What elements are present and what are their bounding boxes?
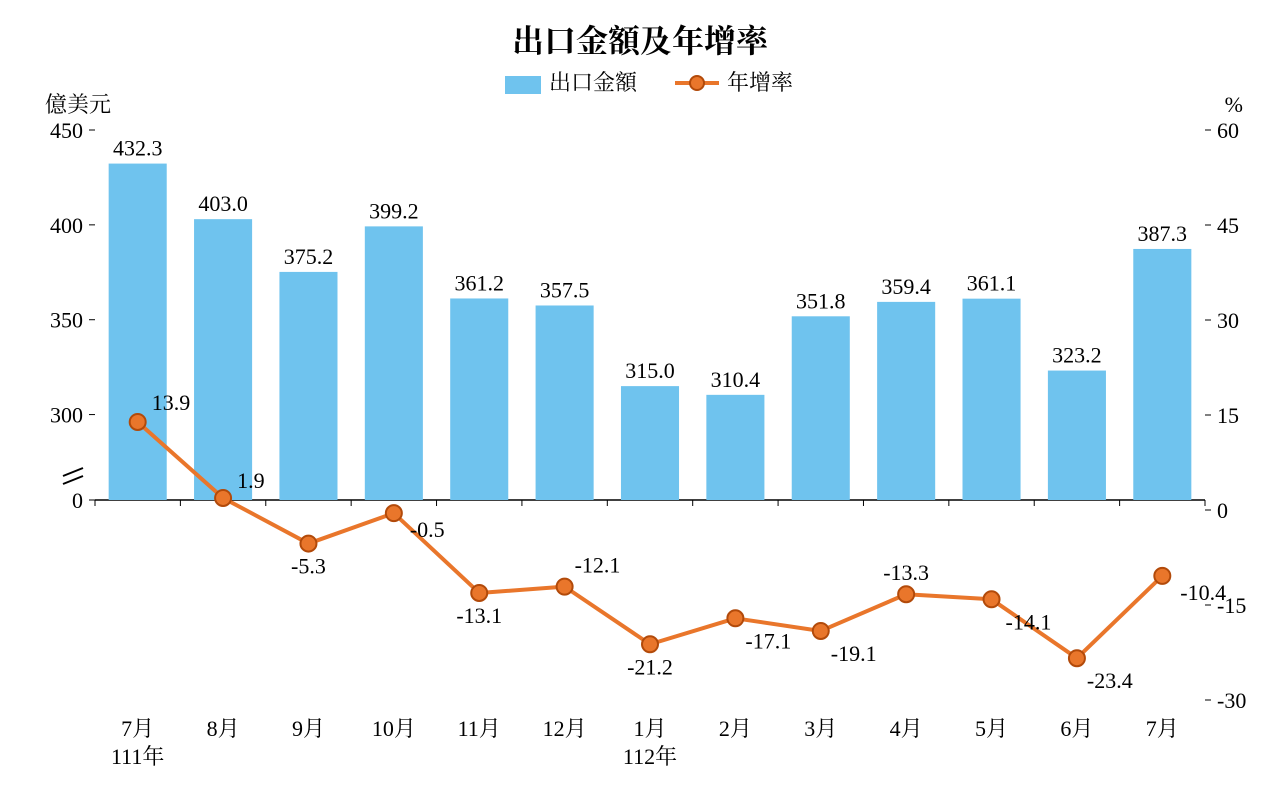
bar (1048, 371, 1106, 500)
line-marker (898, 586, 914, 602)
x-category-label: 5月 (975, 716, 1008, 741)
bar (109, 164, 167, 500)
bar-value-label: 403.0 (198, 191, 248, 216)
right-tick-label: 45 (1217, 213, 1239, 238)
bar-value-label: 375.2 (284, 244, 334, 269)
x-category-label: 6月 (1060, 716, 1093, 741)
x-category-label: 9月 (292, 716, 325, 741)
axis-break-mark (63, 476, 83, 484)
x-category-label: 3月 (804, 716, 837, 741)
bar-value-label: 323.2 (1052, 343, 1102, 368)
line-marker (471, 585, 487, 601)
line-value-label: -13.3 (883, 560, 929, 585)
x-category-label: 7月 (121, 716, 154, 741)
line-value-label: -21.2 (627, 654, 673, 679)
legend-label-bars: 出口金額 (549, 70, 638, 95)
bar-value-label: 361.2 (454, 270, 504, 295)
x-category-label: 7月 (1146, 716, 1179, 741)
line-marker (1154, 568, 1170, 584)
chart-svg: 出口金額及年增率出口金額年增率億美元%0300350400450-30-1501… (0, 0, 1280, 812)
line-value-label: -23.4 (1087, 668, 1133, 693)
line-value-label: -17.1 (745, 628, 791, 653)
legend: 出口金額 年增率 (505, 70, 793, 95)
x-category-label: 12月 (543, 716, 587, 741)
x-year-label: 112年 (623, 744, 677, 769)
line-marker (727, 610, 743, 626)
left-axis-unit: 億美元 (45, 92, 111, 117)
right-axis-unit: % (1225, 92, 1243, 117)
line-value-label: -14.1 (1006, 609, 1052, 634)
export-chart: 出口金額及年增率出口金額年增率億美元%0300350400450-30-1501… (0, 0, 1280, 812)
line-value-label: -10.4 (1180, 580, 1226, 605)
line-value-label: 1.9 (237, 468, 264, 493)
bar (194, 219, 252, 500)
line-marker (386, 505, 402, 521)
bar-value-label: 357.5 (540, 277, 590, 302)
right-tick-label: 30 (1217, 308, 1239, 333)
line-marker (984, 591, 1000, 607)
x-category-label: 1月 (633, 716, 666, 741)
bar (706, 395, 764, 500)
legend-label-line: 年增率 (727, 70, 793, 95)
left-tick-label: 350 (50, 308, 83, 333)
line-value-label: -19.1 (831, 641, 877, 666)
bar-value-label: 361.1 (967, 271, 1017, 296)
right-tick-label: 60 (1217, 118, 1239, 143)
line-value-label: -0.5 (410, 517, 445, 542)
line-marker (557, 579, 573, 595)
left-tick-label: 300 (50, 403, 83, 428)
x-year-label: 111年 (111, 744, 164, 769)
right-tick-label: 0 (1217, 498, 1228, 523)
line-marker (215, 490, 231, 506)
left-tick-label: 0 (72, 488, 83, 513)
bar (621, 386, 679, 500)
x-category-label: 4月 (890, 716, 923, 741)
left-tick-label: 400 (50, 213, 83, 238)
legend-marker (690, 76, 704, 90)
bar (877, 302, 935, 500)
bar-value-label: 432.3 (113, 136, 163, 161)
line-marker (130, 414, 146, 430)
bar (536, 305, 594, 500)
line-marker (1069, 650, 1085, 666)
line-marker (300, 536, 316, 552)
line-value-label: -12.1 (575, 553, 621, 578)
bar (365, 226, 423, 500)
bar-value-label: 399.2 (369, 198, 419, 223)
bar (279, 272, 337, 500)
x-category-label: 8月 (207, 716, 240, 741)
bar (792, 316, 850, 500)
bar (1133, 249, 1191, 500)
right-tick-label: -30 (1217, 688, 1246, 713)
bar-value-label: 387.3 (1138, 221, 1188, 246)
bar-value-label: 315.0 (625, 358, 675, 383)
line-marker (813, 623, 829, 639)
left-tick-label: 450 (50, 118, 83, 143)
right-tick-label: 15 (1217, 403, 1239, 428)
bar-value-label: 310.4 (711, 367, 761, 392)
legend-swatch-bars (505, 76, 541, 94)
bar-value-label: 351.8 (796, 288, 846, 313)
chart-title: 出口金額及年增率 (512, 23, 769, 59)
line-value-label: -13.1 (456, 603, 502, 628)
x-category-label: 10月 (372, 716, 416, 741)
bar-value-label: 359.4 (881, 274, 931, 299)
line-value-label: 13.9 (152, 390, 191, 415)
x-category-label: 2月 (719, 716, 752, 741)
x-category-label: 11月 (458, 716, 501, 741)
bar (450, 298, 508, 500)
line-marker (642, 636, 658, 652)
bar (963, 299, 1021, 500)
axis-break-mark (63, 468, 83, 476)
line-value-label: -5.3 (291, 554, 326, 579)
